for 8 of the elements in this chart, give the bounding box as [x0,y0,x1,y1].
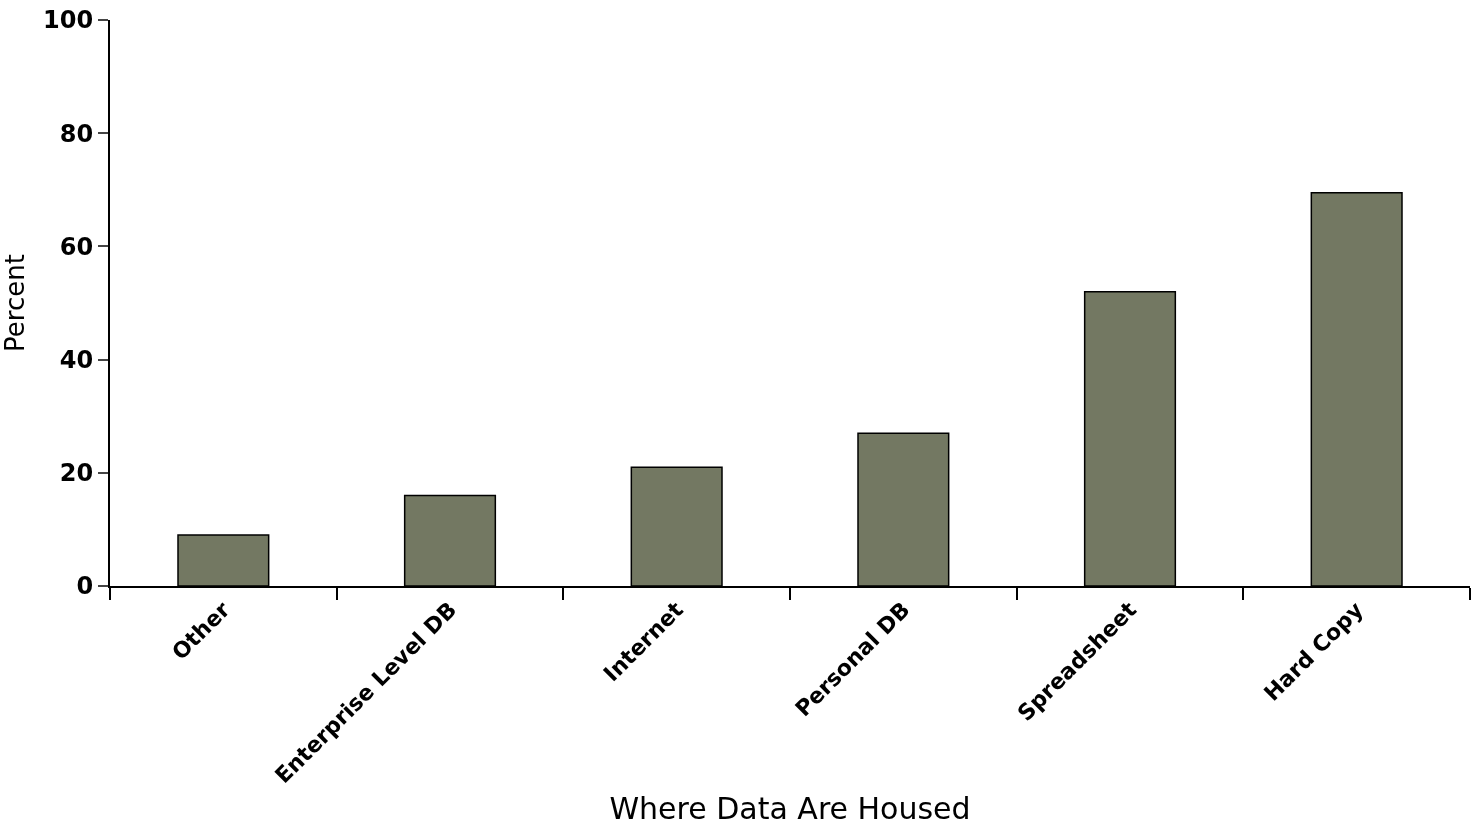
y-tick-label: 20 [59,459,94,488]
y-tick-label: 40 [59,346,94,374]
y-axis-title: Percent [0,254,30,352]
y-tick-label: 100 [43,6,94,35]
y-tick-label: 60 [59,232,94,261]
x-axis-title: Where Data Are Housed [609,791,971,826]
y-tick-label: 80 [59,119,94,148]
y-tick-label: 0 [76,572,94,601]
